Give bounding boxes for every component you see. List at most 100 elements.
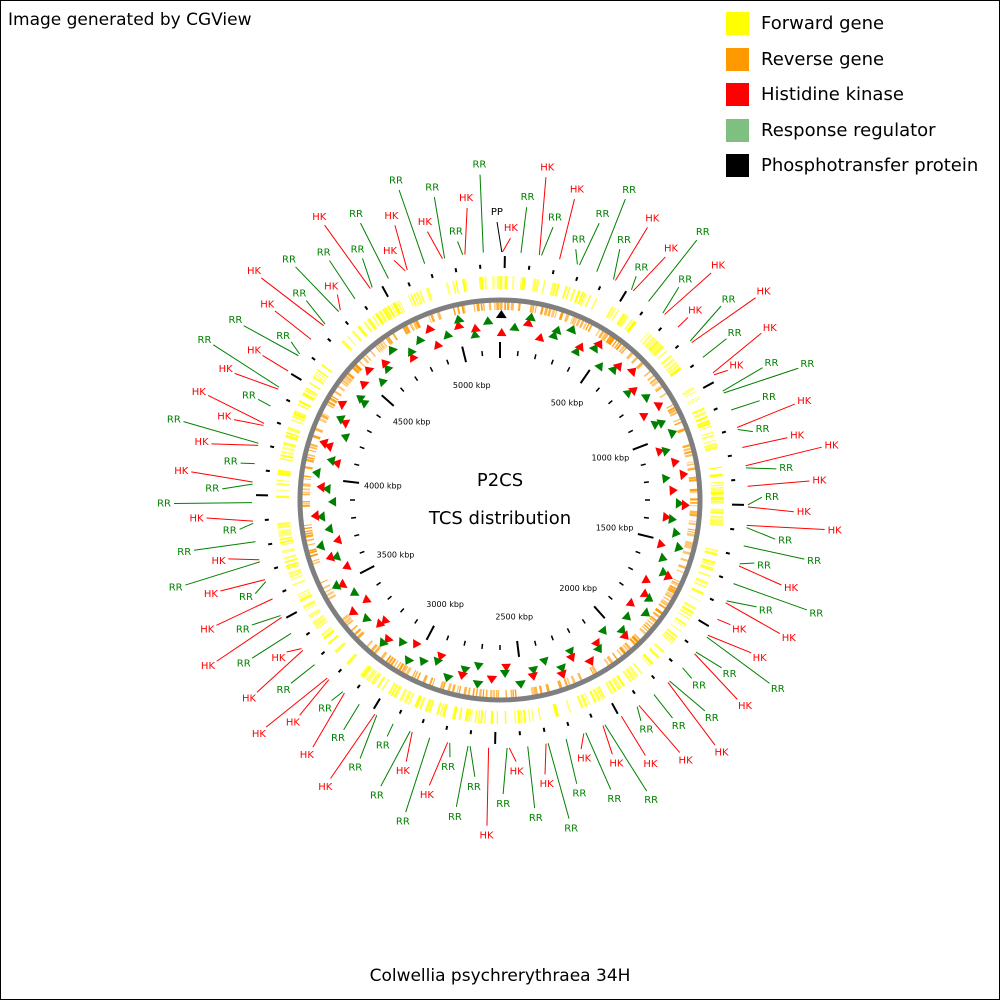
forward-gene-segment [346,653,358,665]
reverse-gene-segment [321,412,330,417]
outer-tick [727,454,732,458]
forward-gene-segment [504,276,508,290]
reverse-gene-segment [307,542,316,546]
reverse-gene-segment [358,360,366,367]
outer-tick [407,282,411,287]
tcs-marker-rr [473,661,484,671]
tcs-marker-hk [384,633,394,644]
callout-label-rr: RR [425,182,439,193]
ruler-tick [579,369,591,384]
forward-gene-segment [612,676,623,690]
reverse-gene-segment [689,505,698,507]
tcs-marker-rr [328,496,337,507]
callout-label-hk: HK [242,694,257,705]
callout-line-hk [694,653,738,700]
reverse-gene-segment [320,413,329,419]
ruler-tick [461,346,467,363]
ruler-tick [593,605,606,619]
callout-line-hk [747,480,810,487]
callout-label-hk: HK [643,759,658,770]
tcs-marker-hk [626,367,637,378]
forward-gene-segment [414,694,423,709]
forward-gene-segment [646,338,657,350]
reverse-gene-segment [543,307,549,316]
callout-line-rr [730,400,760,411]
reverse-gene-segment [370,643,378,652]
callout-label-rr: RR [467,782,481,793]
forward-gene-segment [464,278,469,292]
forward-gene-segment [366,317,378,331]
ruler-tick [399,608,405,613]
reverse-gene-segment [641,625,649,632]
tcs-marker-hk [681,499,690,511]
callout-label-hk: HK [812,475,827,486]
tcs-marker-hk [324,442,334,453]
forward-gene-segment [694,581,707,588]
reverse-gene-segment [684,453,694,458]
forward-gene-segment [500,276,503,290]
forward-gene-segment [297,589,310,596]
forward-gene-segment [702,558,716,564]
tcs-marker-rr [356,395,366,405]
forward-gene-segment [669,366,682,377]
ruler-tick [533,354,537,360]
callout-label-hk: HK [664,244,679,255]
reverse-gene-segment [337,385,346,392]
callout-line-rr [222,483,253,490]
callout-line-rr [706,636,770,684]
reverse-gene-segment [416,672,422,681]
callout-label-hk: HK [738,701,753,712]
callout-label-rr: RR [622,185,636,196]
forward-gene-segment [673,619,685,628]
tcs-marker-rr [527,665,538,675]
callout-label-hk: HK [715,748,730,759]
reverse-gene-segment [672,578,681,583]
legend-swatch-reverse-gene [726,47,749,71]
forward-gene-segment [378,310,388,323]
tcs-marker-hk [590,637,600,648]
reverse-gene-segment [305,458,315,463]
callout-line-rr [183,421,259,444]
reverse-gene-segment [333,390,342,397]
callout-line-rr [359,715,378,759]
forward-gene-segment [641,333,653,346]
tcs-marker-rr [588,343,598,354]
outer-tick [575,276,579,282]
ruler-label: 1000 kbp [591,454,629,463]
callout-line-hk [234,372,279,390]
reverse-gene-segment [366,640,374,648]
reverse-gene-segment [506,302,510,311]
forward-gene-segment [569,288,576,302]
reverse-gene-segment [309,443,319,448]
ruler-tick [343,479,360,484]
forward-gene-segment [289,570,303,579]
reverse-gene-segment [413,670,419,679]
forward-gene-segment [464,708,470,722]
callout-label-hk: HK [797,507,812,518]
reverse-gene-segment [344,375,353,383]
outer-tick [721,430,727,434]
forward-gene-segment [451,706,458,720]
forward-gene-segment [478,276,481,290]
forward-gene-segment [576,695,584,709]
forward-gene-segment [314,373,326,382]
reverse-gene-segment [686,461,695,464]
callout-label-hk: HK [420,790,435,801]
forward-gene-segment [277,472,291,477]
tcs-marker-hk [359,380,370,391]
forward-gene-segment [387,305,396,318]
reverse-gene-segment [620,347,627,355]
callout-label-rr: RR [800,359,814,370]
reverse-gene-segment [680,557,689,563]
reverse-gene-segment [327,594,337,601]
forward-gene-segment [305,387,318,396]
reverse-gene-segment [687,467,696,471]
reverse-gene-segment [595,328,601,337]
tcs-marker-hk [639,588,650,598]
forward-gene-segment [387,682,397,695]
outer-tick [454,268,458,273]
ruler-label: 5000 kbp [453,381,491,390]
legend-label-histidine-kinase: Histidine kinase [761,84,904,106]
forward-gene-segment [381,678,390,691]
callout-label-rr: RR [596,209,610,220]
